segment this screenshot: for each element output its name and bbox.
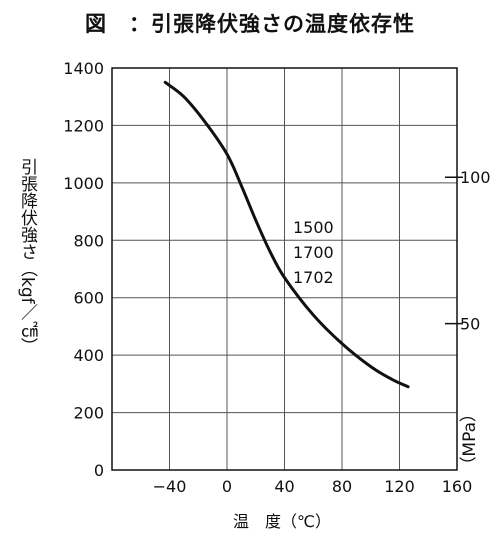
y-tick-label: 200 — [73, 404, 104, 423]
x-tick-label: −40 — [153, 477, 187, 496]
x-axis: −40 0 40 80 120 160 — [153, 477, 473, 496]
x-tick-label: 160 — [442, 477, 473, 496]
x-tick-label: 80 — [332, 477, 352, 496]
y-tick-label: 0 — [94, 461, 104, 480]
plot-frame — [111, 67, 458, 471]
x-tick-label: 40 — [274, 477, 294, 496]
y2-axis: 50 100 — [445, 168, 491, 334]
series-line — [163, 80, 410, 389]
y-tick-label: 600 — [73, 289, 104, 308]
x-tick-label: 120 — [384, 477, 415, 496]
x-axis-label: 温 度（℃） — [233, 512, 331, 531]
annotations: 1500 1700 1702 — [293, 218, 334, 287]
y2-tick-label: 50 — [460, 315, 480, 334]
y-axis-label: 引張降伏強さ（kgf／㎠） — [17, 158, 37, 355]
annotation-label: 1702 — [293, 268, 334, 287]
y-tick-label: 800 — [73, 231, 104, 250]
chart-title: 図 ：引張降伏強さの温度依存性 — [85, 12, 415, 36]
y-tick-label: 400 — [73, 346, 104, 365]
y-tick-label: 1000 — [63, 174, 104, 193]
x-tick-label: 0 — [222, 477, 232, 496]
series-group — [163, 80, 410, 389]
annotation-label: 1700 — [293, 243, 334, 262]
y-tick-label: 1200 — [63, 116, 104, 135]
annotation-label: 1500 — [293, 218, 334, 237]
y2-tick-label: 100 — [460, 168, 491, 187]
y-axis: 0 200 400 600 800 1000 1200 1400 — [63, 59, 104, 480]
y-tick-label: 1400 — [63, 59, 104, 78]
grid — [112, 68, 457, 470]
